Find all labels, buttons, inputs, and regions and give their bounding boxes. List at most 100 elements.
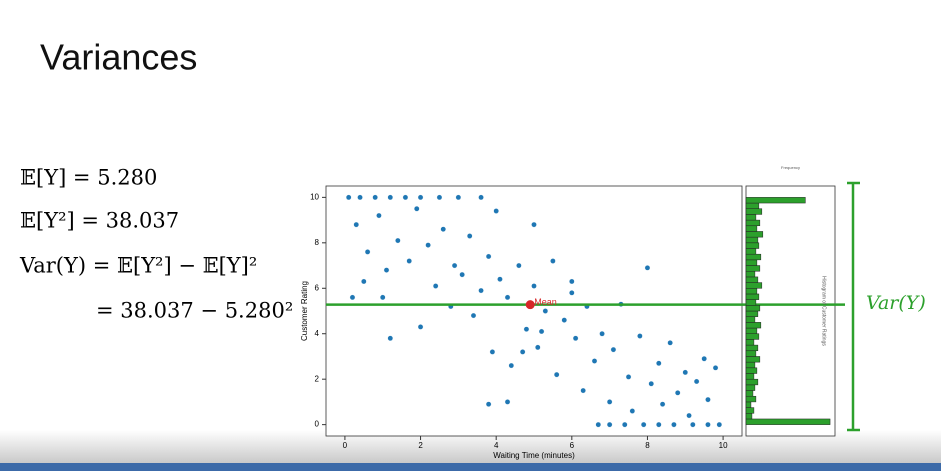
hist-bar — [745, 384, 756, 391]
point — [671, 421, 677, 428]
scatter-frame — [325, 185, 743, 437]
point — [345, 194, 352, 201]
point — [364, 249, 371, 255]
point — [659, 401, 666, 407]
point — [383, 267, 390, 273]
mean-point — [525, 300, 535, 310]
point — [531, 283, 537, 289]
hist-bar — [745, 202, 760, 209]
hist-bar — [745, 236, 759, 244]
hist-bar — [745, 225, 758, 232]
point — [656, 360, 662, 367]
x-tick-label: 4 — [494, 441, 499, 450]
point — [606, 421, 613, 428]
point — [682, 369, 689, 376]
point — [372, 194, 378, 201]
point — [693, 378, 700, 385]
point — [413, 205, 420, 212]
hist-bar — [745, 316, 756, 323]
point — [531, 221, 537, 228]
point — [629, 408, 636, 414]
point — [701, 355, 707, 362]
point — [470, 312, 477, 319]
point — [716, 421, 723, 428]
hist-xlabel: Frequency — [781, 165, 800, 170]
point — [508, 362, 515, 369]
hist-bar — [745, 197, 806, 204]
point — [478, 287, 484, 294]
point — [516, 262, 522, 269]
point — [550, 258, 556, 264]
point — [406, 258, 413, 264]
point — [561, 317, 568, 323]
point — [569, 278, 575, 285]
point — [417, 324, 424, 330]
hist-bar — [745, 407, 755, 414]
point — [376, 212, 382, 219]
hist-bar — [745, 270, 756, 278]
hist-bar — [745, 418, 831, 425]
point — [534, 344, 541, 351]
point — [455, 194, 462, 201]
point — [538, 328, 545, 335]
point — [591, 358, 598, 364]
x-tick-label: 0 — [343, 441, 348, 450]
hist-bar — [745, 242, 760, 249]
x-tick-label: 2 — [418, 441, 423, 450]
hist-bar — [745, 333, 760, 340]
hist-bar — [745, 322, 762, 329]
point — [493, 208, 499, 214]
point — [425, 242, 431, 248]
x-tick-label: 8 — [645, 441, 650, 450]
hist-title: Histogram of Customer Ratings — [821, 276, 827, 346]
point — [705, 421, 711, 428]
point — [542, 308, 549, 314]
point — [466, 233, 473, 239]
hist-bar — [745, 276, 759, 283]
point — [478, 194, 484, 201]
point — [674, 390, 681, 396]
point — [523, 326, 530, 332]
point — [648, 380, 655, 387]
point — [497, 276, 503, 282]
point — [349, 294, 356, 301]
y-tick-label: 4 — [315, 329, 320, 338]
point — [504, 399, 511, 405]
hist-bar — [745, 361, 756, 369]
y-tick-label: 6 — [315, 283, 320, 292]
point — [572, 335, 579, 342]
hist-bar — [745, 288, 758, 295]
hist-bar — [745, 367, 758, 374]
hist-bar — [745, 259, 758, 266]
formula: Var(Y) = 𝔼[Y²] − 𝔼[Y]² — [19, 254, 257, 278]
hist-bar — [745, 401, 752, 408]
var-bracket — [847, 181, 860, 432]
y-axis-label: Customer Rating — [300, 281, 309, 341]
y-tick-label: 8 — [315, 238, 320, 247]
point — [553, 371, 560, 378]
hist-bar — [745, 305, 761, 312]
point — [580, 387, 586, 394]
point — [489, 349, 496, 355]
x-tick-label: 6 — [570, 441, 575, 450]
hist-bar — [745, 390, 754, 397]
point — [667, 340, 673, 346]
hist-bar — [745, 219, 761, 227]
point — [361, 278, 367, 285]
hist-bar — [745, 310, 759, 317]
point — [599, 330, 605, 337]
x-tick-label: 10 — [719, 441, 728, 450]
hist-bar — [745, 231, 764, 238]
point — [485, 253, 492, 260]
hist-bar — [745, 208, 763, 215]
hist-bar — [745, 299, 757, 306]
point — [353, 221, 360, 228]
point — [402, 194, 409, 201]
hist-bar — [745, 378, 759, 386]
hist-bar — [745, 293, 760, 300]
point — [485, 401, 492, 407]
point — [637, 333, 643, 339]
point — [569, 290, 575, 296]
mean-label: Mean — [534, 297, 557, 307]
